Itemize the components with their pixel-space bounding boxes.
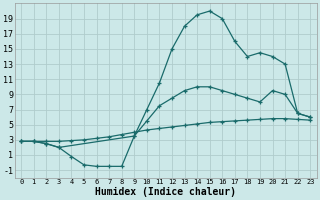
X-axis label: Humidex (Indice chaleur): Humidex (Indice chaleur) xyxy=(95,186,236,197)
